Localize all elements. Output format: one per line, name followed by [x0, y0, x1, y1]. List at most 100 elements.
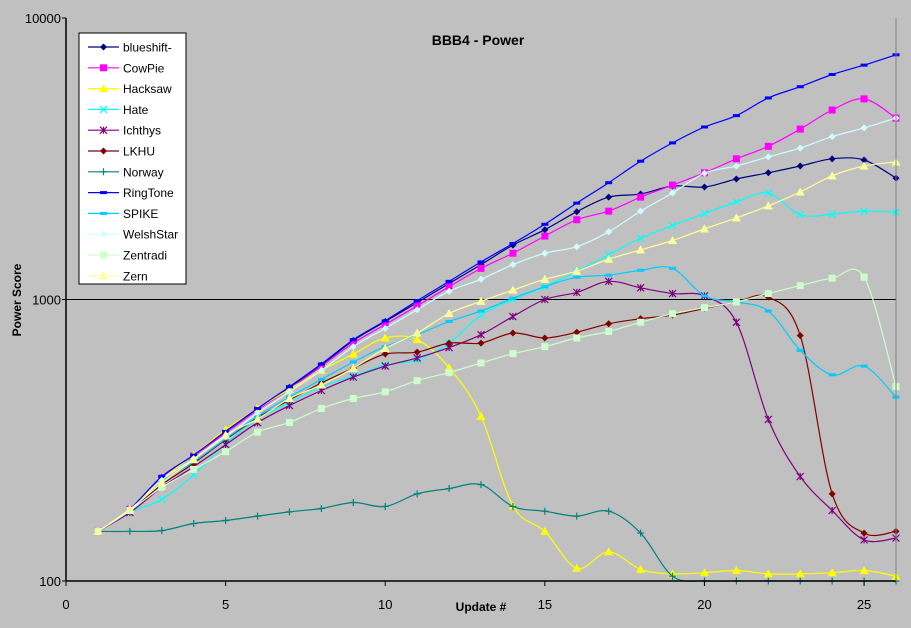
- data-point-ringtone: [477, 260, 485, 264]
- legend-label: Ichthys: [123, 124, 161, 138]
- data-point-zentradi: [541, 343, 549, 351]
- data-point-cowpie: [732, 155, 740, 163]
- data-point-blueshift: [732, 175, 740, 183]
- series-line-hacksaw: [97, 335, 897, 577]
- data-point-welshstar: [764, 153, 772, 161]
- data-point-lkhu: [796, 331, 804, 339]
- data-point-spike: [605, 273, 613, 277]
- data-point-spike: [541, 285, 549, 289]
- data-point-ringtone: [317, 362, 325, 366]
- data-point-welshstar: [860, 124, 868, 132]
- data-point-ringtone: [445, 279, 453, 283]
- legend-label: WelshStar: [123, 228, 178, 242]
- data-point-hacksaw: [827, 568, 837, 577]
- data-point-spike: [445, 320, 453, 324]
- data-point-ringtone: [669, 141, 677, 145]
- data-point-welshstar: [637, 207, 645, 215]
- data-point-ichthys: [349, 373, 358, 382]
- y-tick-label: 1000: [32, 293, 61, 308]
- data-point-zern: [795, 187, 805, 196]
- data-point-ichthys: [764, 415, 773, 424]
- x-tick-label: 20: [697, 597, 711, 612]
- data-point-welshstar: [541, 249, 549, 257]
- legend-item-welshstar: WelshStar: [88, 228, 178, 242]
- data-point-zern: [699, 224, 709, 233]
- data-point-zern: [316, 380, 326, 389]
- data-point-zern: [636, 245, 646, 254]
- data-point-norway: [669, 572, 677, 580]
- data-point-zern: [604, 254, 614, 263]
- data-point-ichthys: [732, 318, 741, 327]
- series-line-ichthys: [97, 280, 897, 543]
- legend-marker-lkhu: [100, 147, 107, 155]
- data-point-zentradi: [573, 334, 581, 342]
- data-point-norway: [190, 520, 198, 528]
- data-point-ringtone: [605, 181, 613, 185]
- data-point-zern: [412, 328, 422, 337]
- data-point-hacksaw: [763, 569, 773, 578]
- data-point-zentradi: [860, 273, 868, 281]
- legend-label: LKHU: [123, 145, 155, 159]
- y-tick-label: 10000: [25, 11, 61, 26]
- data-point-ringtone: [637, 159, 645, 163]
- data-point-norway: [413, 490, 421, 498]
- legend-item-ichthys: Ichthys: [88, 124, 161, 138]
- data-point-hate: [796, 210, 805, 219]
- data-point-zern: [125, 504, 135, 513]
- data-point-lkhu: [509, 329, 517, 337]
- data-point-spike: [349, 360, 357, 364]
- data-point-norway: [573, 512, 581, 520]
- legend-label: blueshift-: [123, 41, 172, 55]
- data-point-zern: [668, 236, 678, 245]
- data-point-cowpie: [445, 283, 453, 291]
- data-point-spike: [828, 373, 836, 377]
- data-point-norway: [381, 502, 389, 510]
- legend-marker-blueshift: [100, 43, 107, 51]
- data-point-cowpie: [605, 207, 613, 215]
- data-point-zentradi: [285, 418, 293, 426]
- data-point-zentradi: [828, 274, 836, 282]
- data-point-zentradi: [381, 388, 389, 396]
- data-point-lkhu: [828, 490, 836, 498]
- data-point-lkhu: [605, 320, 613, 328]
- data-point-zern: [540, 274, 550, 283]
- data-point-hacksaw: [731, 565, 741, 574]
- data-point-ichthys: [796, 472, 805, 481]
- data-point-hate: [668, 221, 677, 230]
- legend-item-norway: Norway: [88, 165, 164, 179]
- legend-label: SPIKE: [123, 207, 158, 221]
- data-point-cowpie: [477, 264, 485, 272]
- data-point-ichthys: [572, 288, 581, 297]
- data-point-zentradi: [605, 327, 613, 335]
- data-point-cowpie: [764, 142, 772, 150]
- data-point-norway: [637, 529, 645, 537]
- data-point-welshstar: [573, 243, 581, 251]
- data-point-hacksaw: [476, 411, 486, 420]
- data-point-zentradi: [349, 394, 357, 402]
- legend-label: Zern: [123, 269, 148, 283]
- data-point-blueshift: [828, 155, 836, 163]
- data-point-welshstar: [254, 409, 262, 417]
- data-point-norway: [285, 508, 293, 516]
- data-point-spike: [764, 309, 772, 313]
- legend-marker-spike: [100, 211, 107, 215]
- data-point-zern: [731, 213, 741, 222]
- data-point-lkhu: [381, 350, 389, 358]
- data-point-welshstar: [445, 287, 453, 295]
- data-point-hacksaw: [348, 349, 358, 358]
- data-point-zern: [221, 430, 231, 439]
- data-point-blueshift: [764, 169, 772, 177]
- data-point-ichthys: [540, 295, 549, 304]
- data-point-blueshift: [860, 156, 868, 164]
- data-point-welshstar: [732, 162, 740, 170]
- data-point-ichthys: [668, 289, 677, 298]
- data-point-welshstar: [413, 306, 421, 314]
- legend-item-lkhu: LKHU: [88, 145, 155, 159]
- data-point-norway: [317, 504, 325, 512]
- data-point-ringtone: [573, 201, 581, 205]
- data-point-cowpie: [573, 216, 581, 224]
- data-point-welshstar: [509, 261, 517, 269]
- data-point-hate: [157, 495, 166, 504]
- legend-box: [78, 32, 187, 285]
